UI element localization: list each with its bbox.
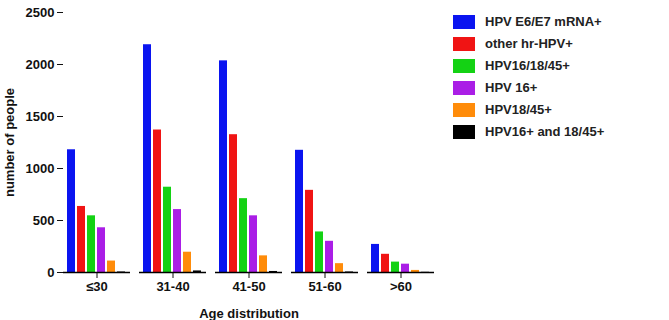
svg-text:41-50: 41-50 [232, 279, 265, 294]
svg-text:1500: 1500 [26, 109, 55, 124]
svg-text:2000: 2000 [26, 57, 55, 72]
svg-text:1000: 1000 [26, 161, 55, 176]
html-text:HPV16/18/45+: HPV16/18/45+ [485, 58, 570, 73]
svg-text:number of people: number of people [2, 88, 17, 197]
html-text:HPV 16+: HPV 16+ [485, 80, 538, 95]
svg-text:Age distribution: Age distribution [199, 306, 299, 320]
svg-text:≤30: ≤30 [86, 279, 108, 294]
html-text:HPV16+ and 18/45+: HPV16+ and 18/45+ [485, 124, 605, 139]
svg-text:2500: 2500 [26, 5, 55, 20]
svg-text:31-40: 31-40 [156, 279, 189, 294]
svg-text:51-60: 51-60 [308, 279, 341, 294]
svg-text:0: 0 [47, 265, 54, 280]
svg-text:>60: >60 [390, 279, 412, 294]
svg-text:500: 500 [33, 213, 55, 228]
html-text:HPV18/45+: HPV18/45+ [485, 102, 552, 117]
html-text:other hr-HPV+: other hr-HPV+ [485, 36, 573, 51]
html-text:HPV E6/E7 mRNA+: HPV E6/E7 mRNA+ [485, 14, 602, 29]
